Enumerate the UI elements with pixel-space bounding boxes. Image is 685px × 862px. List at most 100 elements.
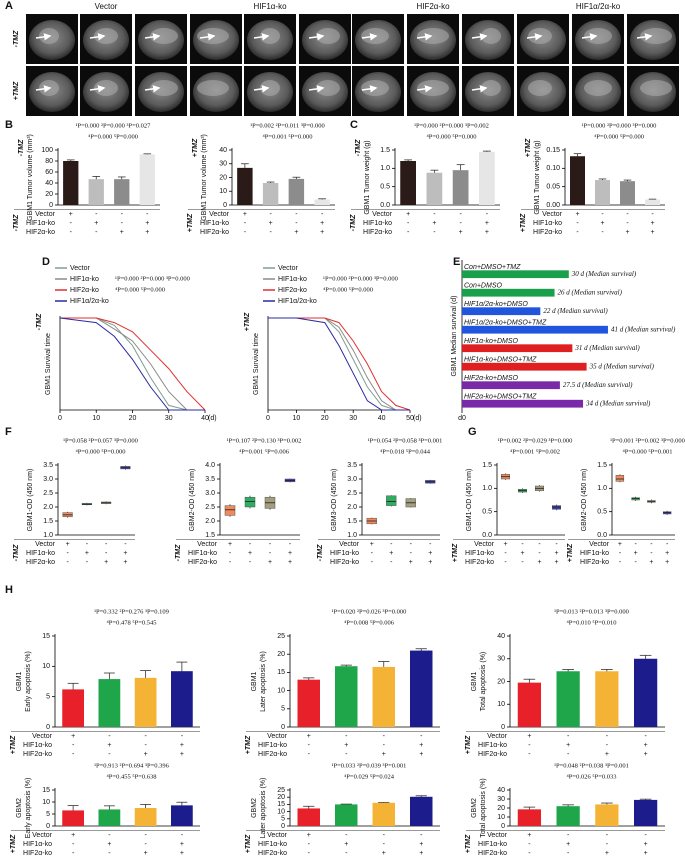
treatment-label: +TMZ: [452, 543, 459, 562]
y-tick-label: 2.5: [347, 490, 357, 497]
bar: [314, 199, 330, 205]
condition-sign: -: [606, 832, 609, 839]
condition-sign: -: [626, 211, 629, 218]
y-tick-label: 10: [497, 701, 505, 708]
cell-line: GBM1: [471, 671, 478, 691]
condition-sign: -: [308, 841, 311, 848]
mri-tissue: [528, 80, 552, 96]
bar: [98, 809, 121, 826]
condition-sign: -: [634, 559, 637, 566]
bar: [62, 689, 84, 727]
condition-sign: +: [123, 550, 127, 557]
condition-sign: -: [666, 541, 669, 548]
mri-arrow: [89, 33, 106, 41]
bar: [462, 325, 608, 334]
condition-sign: -: [528, 742, 531, 749]
condition-row-label: Vector: [339, 541, 360, 548]
mri-arrow: [471, 33, 488, 41]
p-value-annotation: ¹P=0.000 ²P=0.000 ³P=0.027: [76, 122, 152, 129]
mri-tissue: [640, 80, 672, 96]
condition-sign: -: [181, 832, 184, 839]
condition-row-label: HIF2α-ko: [23, 751, 52, 758]
mri-tissue: [417, 28, 449, 44]
legend-entry: Vector: [70, 265, 91, 272]
y-tick-label: 3.0: [205, 490, 215, 497]
bar-category: HIF1α-ko+DMSO+TMZ: [464, 357, 537, 364]
condition-sign: -: [528, 850, 531, 857]
condition-row-label: HIF2α-ko: [580, 559, 609, 566]
condition-sign: +: [650, 229, 654, 236]
condition-sign: +: [605, 751, 609, 758]
x-axis-label: (d): [208, 415, 217, 422]
y-tick-label: 0: [281, 823, 285, 830]
treatment-label: -TMZ: [36, 313, 43, 330]
survival-curve: [60, 317, 206, 411]
y-tick-label: 1.5: [347, 518, 357, 525]
p-value-annotation: ⁴P=0.001 ⁵P=0.002: [510, 448, 560, 455]
condition-sign: +: [428, 559, 432, 566]
y-axis-label: GBM3-OD (450 nm): [331, 469, 338, 532]
mri-tissue: [417, 80, 449, 96]
condition-sign: +: [248, 550, 252, 557]
condition-row-label: HIF2α-ko: [478, 850, 507, 857]
condition-sign: -: [486, 211, 489, 218]
bar-category: HIF1α/2α-ko+DMSO: [464, 301, 528, 308]
condition-sign: -: [504, 550, 507, 557]
y-tick-label: 0.10: [546, 165, 560, 172]
cell-line: GBM2: [471, 798, 478, 818]
y-axis-label: Later apoptosis (%): [260, 778, 267, 839]
bar: [634, 658, 658, 727]
condition-sign: -: [371, 559, 374, 566]
condition-sign: -: [606, 742, 609, 749]
y-axis-label: Early apoptosis (%): [25, 651, 32, 712]
condition-row-label: Vector: [32, 832, 53, 839]
y-tick-label: 15: [277, 801, 285, 808]
mri-tissue: [584, 80, 612, 96]
condition-sign: -: [95, 211, 98, 218]
condition-sign: +: [344, 742, 348, 749]
bar: [372, 802, 395, 826]
condition-sign: +: [665, 550, 669, 557]
p-value-annotation: ⁴P=0.000 ⁵P=0.001: [623, 448, 673, 455]
condition-sign: -: [72, 850, 75, 857]
condition-sign: -: [72, 742, 75, 749]
mri-arrow: [89, 85, 106, 93]
bar: [570, 156, 585, 205]
condition-sign: +: [123, 559, 127, 566]
legend-entry: HIF1α-ko: [278, 276, 307, 283]
treatment-label: +TMZ: [244, 312, 251, 331]
x-tick-label: 30: [349, 415, 357, 422]
y-tick-label: 0: [501, 724, 505, 731]
condition-row-label: HIF2α-ko: [533, 229, 562, 236]
treatment-label: +TMZ: [245, 735, 252, 754]
bar: [372, 666, 395, 727]
y-tick-label: 0: [281, 724, 285, 731]
survival-curve: [60, 317, 205, 411]
legend-entry: HIF1α-ko: [70, 276, 99, 283]
p-value-annotation: ¹P=0.013 ²P=0.013 ³P=0.000: [554, 608, 629, 615]
condition-row-label: HIF2α-ko: [258, 850, 287, 857]
treatment-label: +TMZ: [567, 543, 574, 562]
y-tick-label: 0.5: [482, 509, 492, 516]
condition-sign: +: [644, 841, 648, 848]
condition-sign: +: [485, 229, 489, 236]
y-tick-label: 15: [42, 787, 50, 794]
condition-sign: -: [504, 559, 507, 566]
x-axis-label: (d): [413, 415, 422, 422]
condition-sign: +: [575, 211, 579, 218]
mri-arrow: [253, 33, 270, 41]
y-axis-label: GBM2-OD (450 nm): [581, 469, 588, 532]
y-tick-label: 10: [277, 808, 285, 815]
cell-line: GBM1: [251, 671, 258, 691]
p-value-annotation: ⁴P=0.478 ⁵P=0.545: [107, 619, 157, 626]
bar: [114, 179, 130, 205]
treatment-label: +TMZ: [245, 834, 252, 853]
p-value-annotation: ¹P=0.001 ²P=0.002 ³P=0.000: [610, 437, 685, 444]
condition-sign: -: [229, 559, 232, 566]
bar: [335, 804, 358, 826]
condition-sign: -: [410, 550, 413, 557]
condition-row-label: HIF2α-ko: [363, 229, 392, 236]
condition-sign: -: [651, 211, 654, 218]
condition-sign: -: [576, 229, 579, 236]
condition-sign: -: [144, 742, 147, 749]
